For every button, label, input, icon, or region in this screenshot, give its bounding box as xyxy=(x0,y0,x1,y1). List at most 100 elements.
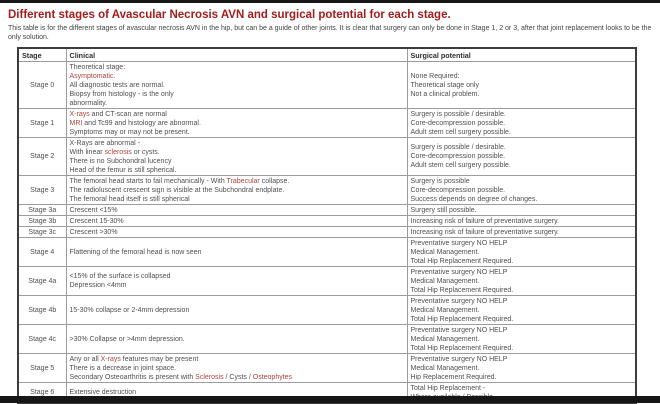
text-segment: >30% Collapse or >4mm depression. xyxy=(69,335,185,343)
text-line: Surgery is possible / desirable. xyxy=(411,110,633,119)
table-row: Stage 3b Crescent 15-30% Increasing risk o… xyxy=(17,215,637,227)
text-line: Surgery still possible. xyxy=(411,206,633,215)
text-line: There is no Subchondral lucency xyxy=(70,157,404,166)
stage-cell: Stage 4 xyxy=(17,237,67,267)
text-segment: Surgery is possible / desirable. xyxy=(410,144,506,151)
text-line: The radioluscent crescent sign is visibl… xyxy=(70,186,404,195)
text-segment: Theoretical stage only xyxy=(410,81,479,89)
text-line: Symptoms may or may not be present. xyxy=(70,128,404,137)
text-line: Medical Management. xyxy=(411,248,633,257)
text-segment: features may be present xyxy=(120,355,199,363)
column-header-clinical: Clinical xyxy=(65,47,408,62)
table-row: Stage 5 Any or all X-rays features may be… xyxy=(17,353,637,383)
clinical-cell: Crescent >30% xyxy=(65,226,408,238)
clinical-cell: The femoral head starts to fail mechanic… xyxy=(65,175,408,205)
stage-cell: Stage 3 xyxy=(17,175,67,205)
stage-cell: Stage 1 xyxy=(17,108,67,138)
table-row: Stage 4 Flattening of the femoral head is… xyxy=(17,237,637,267)
text-line: Theoretical stage only xyxy=(411,81,633,90)
text-line: abnormality. xyxy=(70,99,404,108)
surgical-potential-cell: Increasing risk of failure of preventati… xyxy=(406,226,637,238)
clinical-cell: 15-30% collapse or 2-4mm depression xyxy=(65,295,408,325)
top-edge-bar xyxy=(0,0,660,3)
text-segment: None Required: xyxy=(410,72,460,80)
text-line: Medical Management. xyxy=(411,364,633,373)
bottom-edge-bar xyxy=(0,396,660,403)
text-segment: Crescent 15-30% xyxy=(69,217,124,225)
stage-cell: Stage 2 xyxy=(17,137,67,176)
text-line: Adult stem cell surgery possible. xyxy=(411,161,633,170)
text-line: Asymptomatic. xyxy=(70,72,404,81)
text-segment: Total Hip Replacement Required. xyxy=(410,286,514,294)
text-line: Not a clinical problem. xyxy=(411,90,633,99)
text-line: Total Hip Replacement - xyxy=(411,384,633,393)
text-line: Theoretical stage: xyxy=(70,63,404,72)
table-header-row: Stage Clinical Surgical potential xyxy=(17,47,637,62)
stage-cell: Stage 5 xyxy=(17,353,67,383)
text-segment: Surgery is possible xyxy=(410,177,470,185)
text-segment: Preventative surgery NO HELP xyxy=(410,268,508,276)
text-segment: and Tc99 and histology are abnormal. xyxy=(82,119,201,127)
text-segment: Total Hip Replacement - xyxy=(410,384,486,392)
text-segment: Surgery is possible / desirable. xyxy=(410,110,506,118)
text-segment: Total Hip Replacement Required. xyxy=(410,315,514,323)
clinical-cell: Any or all X-rays features may be presen… xyxy=(65,353,408,383)
text-line: Hip Replacement Required. xyxy=(411,373,633,382)
text-segment: 15-30% collapse or 2-4mm depression xyxy=(69,306,190,314)
stage-cell: Stage 4b xyxy=(17,295,67,325)
stage-cell: Stage 3a xyxy=(17,204,67,216)
stage-cell: Stage 3c xyxy=(17,226,67,238)
text-segment: Total Hip Replacement Required. xyxy=(410,344,514,352)
text-line: Surgery is possible / desirable. xyxy=(411,143,633,152)
text-segment: and CT-scan are normal xyxy=(89,110,167,118)
text-segment: There is a decrease in joint space. xyxy=(69,364,177,372)
text-line: Preventative surgery NO HELP xyxy=(411,355,633,364)
surgical-potential-cell: Surgery is possible / desirable. Core-dec… xyxy=(406,137,637,176)
stage-cell: Stage 0 xyxy=(17,61,67,109)
clinical-cell: Crescent <15% xyxy=(65,204,408,216)
table-row: Stage 4b 15-30% collapse or 2-4mm depress… xyxy=(17,295,637,325)
text-segment: Not a clinical problem. xyxy=(410,90,480,98)
text-segment: Total Hip Replacement Required. xyxy=(410,257,514,265)
text-segment: Adult stem cell surgery possible. xyxy=(410,162,511,169)
surgical-potential-cell: Surgery is possible / desirable. Core-dec… xyxy=(406,108,637,138)
clinical-cell: <15% of the surface is collapsed Depressi… xyxy=(65,266,408,296)
text-line: Head of the femur is still spherical. xyxy=(70,166,404,175)
avn-stages-table: Stage Clinical Surgical potential Stage … xyxy=(17,47,637,404)
table-row: Stage 2 X-Rays are abnormal - With linear … xyxy=(17,137,637,176)
text-segment: Preventative surgery NO HELP xyxy=(410,297,508,305)
text-segment: The femoral head itself is still spheric… xyxy=(69,195,190,203)
text-line: Crescent <15% xyxy=(70,206,404,215)
text-segment: Medical Management. xyxy=(410,248,480,256)
text-segment: Medical Management. xyxy=(410,364,480,372)
text-segment: collapse. xyxy=(259,177,290,185)
surgical-potential-cell: Surgery still possible. xyxy=(406,204,637,216)
text-segment: Core-decompression possible. xyxy=(410,186,506,194)
highlighted-term: Sclerosis xyxy=(195,373,224,381)
text-segment: X-Rays are abnormal - xyxy=(69,139,140,147)
table-row: Stage 3a Crescent <15% Surgery still possi… xyxy=(17,204,637,216)
column-header-stage: Stage xyxy=(17,47,67,62)
text-segment: / Cysts / xyxy=(223,373,253,381)
text-line: Total Hip Replacement Required. xyxy=(411,257,633,266)
surgical-potential-cell: Preventative surgery NO HELP Medical Mana… xyxy=(406,353,637,383)
text-segment: Medical Management. xyxy=(410,277,480,285)
text-segment: Theoretical stage: xyxy=(69,63,126,71)
text-line: Surgery is possible xyxy=(411,177,633,186)
avn-table-body: Stage 0 Theoretical stage: Asymptomatic. Al… xyxy=(17,61,637,404)
text-segment: Increasing risk of failure of preventati… xyxy=(410,217,560,225)
text-segment: <15% of the surface is collapsed xyxy=(69,273,171,280)
text-line: None Required: xyxy=(411,72,633,81)
highlighted-term: Trabecular xyxy=(226,177,260,185)
text-segment: Hip Replacement Required. xyxy=(410,373,497,381)
text-line: Adult stem cell surgery possible. xyxy=(411,128,633,137)
text-line: Medical Management. xyxy=(411,306,633,315)
text-segment: All diagnostic tests are normal. xyxy=(69,81,165,89)
text-line: Total Hip Replacement Required. xyxy=(411,344,633,353)
surgical-potential-cell: None Required: Theoretical stage only Not … xyxy=(406,61,637,109)
surgical-potential-cell: Preventative surgery NO HELP Medical Mana… xyxy=(406,295,637,325)
text-segment: Flattening of the femoral head is now se… xyxy=(69,248,202,256)
table-row: Stage 0 Theoretical stage: Asymptomatic. Al… xyxy=(17,61,637,109)
column-header-surgical-potential: Surgical potential xyxy=(406,47,637,62)
page-title: Different stages of Avascular Necrosis A… xyxy=(8,9,451,21)
